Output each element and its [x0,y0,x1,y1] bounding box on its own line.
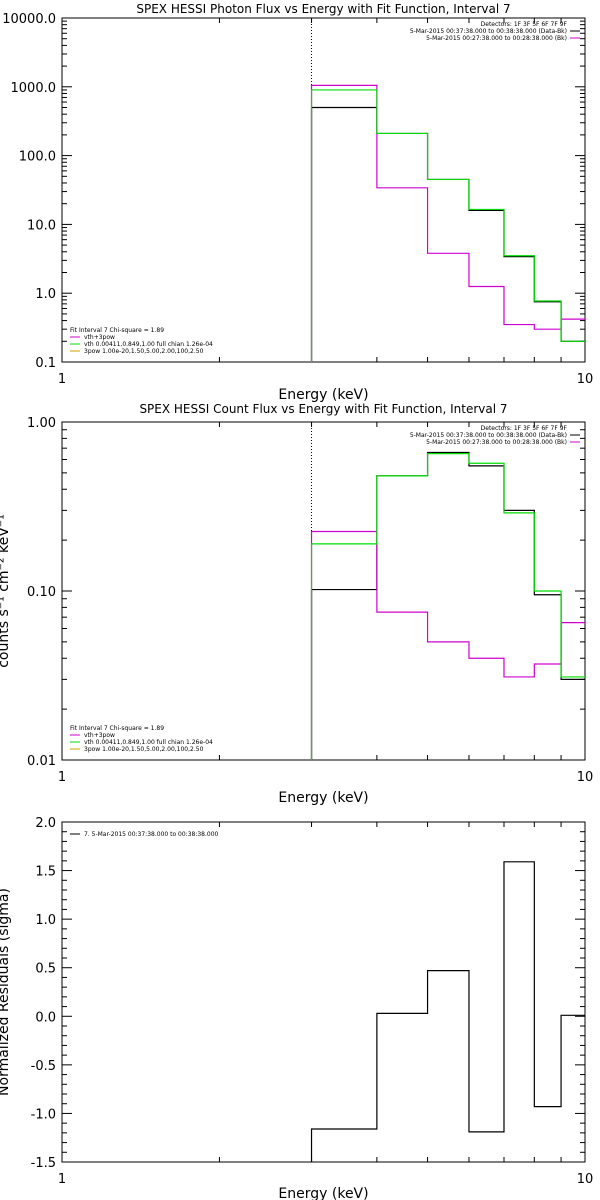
x-axis-label: Energy (keV) [278,790,368,806]
series-line-2 [310,530,585,760]
y-tick-label: 1.00 [27,416,56,431]
legend-entry: 3pow 1.00e-20,1.50,5.00,2.00,100,2.50 [84,348,204,355]
y-tick-label: 1.5 [35,865,56,880]
y-tick-label: -1.5 [31,1156,56,1171]
header-line: 5-Mar-2015 00:37:38.000 to 00:38:38.000 … [410,432,567,439]
chart-panel-3: 1 10 2.0 1.5 1.0 0.5 0.0 -0.5 -1.0 -1.5 Energy (ke… [0,816,593,1200]
y-tick-label: 10000.0 [2,12,56,27]
y-axis-label: Normalized Residuals (sigma) [0,888,12,1096]
y-tick-label: 0.1 [35,356,56,371]
series-line-1 [310,451,585,760]
x-tick-label: 10 [577,372,594,387]
x-tick-label: 1 [58,372,66,387]
header-line: Detectors: 1F 3F 5F 6F 7F 9F [481,21,568,28]
legend-entry: vth 0.00411,0.849,1.00 full chian 1.26e-… [84,341,213,348]
plot-frame [61,17,586,363]
x-ticks [61,422,586,760]
chart-panel-2: SPEX HESSI Count Flux vs Energy with Fit… [0,402,593,806]
y-tick-label: 1.0 [35,287,56,302]
series-line-3 [310,89,585,362]
series-line-1 [310,861,585,1162]
x-tick-label: 10 [577,1172,594,1187]
y-tick-label: 10.0 [27,218,56,233]
y-ticks [62,821,585,1163]
header-line: 5-Mar-2015 00:27:38.000 to 00:28:38.000 … [426,439,567,446]
x-axis-label: Energy (keV) [278,1186,368,1200]
legend-entry: Fit Interval 7 Chi-square = 1.89 [70,725,164,732]
chart-title: SPEX HESSI Photon Flux vs Energy with Fi… [136,2,510,16]
y-tick-label: 0.0 [35,1010,56,1025]
y-tick-label: -1.0 [31,1107,56,1122]
header-line: Detectors: 1F 3F 5F 6F 7F 9F [481,425,568,432]
x-ticks [61,822,586,1162]
y-tick-label: 1000.0 [11,81,57,96]
y-tick-label: 1.0 [35,913,56,928]
x-ticks [61,18,586,362]
x-tick-label: 10 [577,770,594,785]
x-tick-label: 1 [58,1172,66,1187]
header-line: 5-Mar-2015 00:37:38.000 to 00:38:38.000 … [410,28,567,35]
legend-entry: 3pow 1.00e-20,1.50,5.00,2.00,100,2.50 [84,746,204,753]
series-line-2 [310,84,585,362]
y-tick-label: 0.01 [27,754,56,769]
y-axis-label: counts s⁻¹ cm⁻² keV⁻¹ [0,514,12,668]
y-tick-label: 2.0 [35,816,56,831]
x-axis-label: Energy (keV) [278,387,368,403]
series-line-3 [310,453,585,760]
y-ticks [62,421,585,761]
y-tick-label: -0.5 [31,1059,56,1074]
series-line-1 [310,106,585,362]
chart-title: SPEX HESSI Count Flux vs Energy with Fit… [139,402,507,416]
legend-entry: vth 0.00411,0.849,1.00 full chian 1.26e-… [84,739,213,746]
legend-entry: vth+3pow [84,732,115,739]
plot-frame [61,421,586,761]
plot-frame [61,821,586,1163]
y-tick-label: 0.10 [27,585,56,600]
legend-entry: 7. 5-Mar-2015 00:37:38.000 to 00:38:38.0… [84,831,219,838]
x-tick-label: 1 [58,770,66,785]
header-line: 5-Mar-2015 00:27:38.000 to 00:28:38.000 … [426,35,567,42]
y-tick-label: 100.0 [19,150,56,165]
y-tick-label: 0.5 [35,962,56,977]
y-ticks [62,17,585,363]
chart-panel-1: SPEX HESSI Photon Flux vs Energy with Fi… [2,2,593,403]
legend-entry: Fit Interval 7 Chi-square = 1.89 [70,327,164,334]
legend-entry: vth+3pow [84,334,115,341]
